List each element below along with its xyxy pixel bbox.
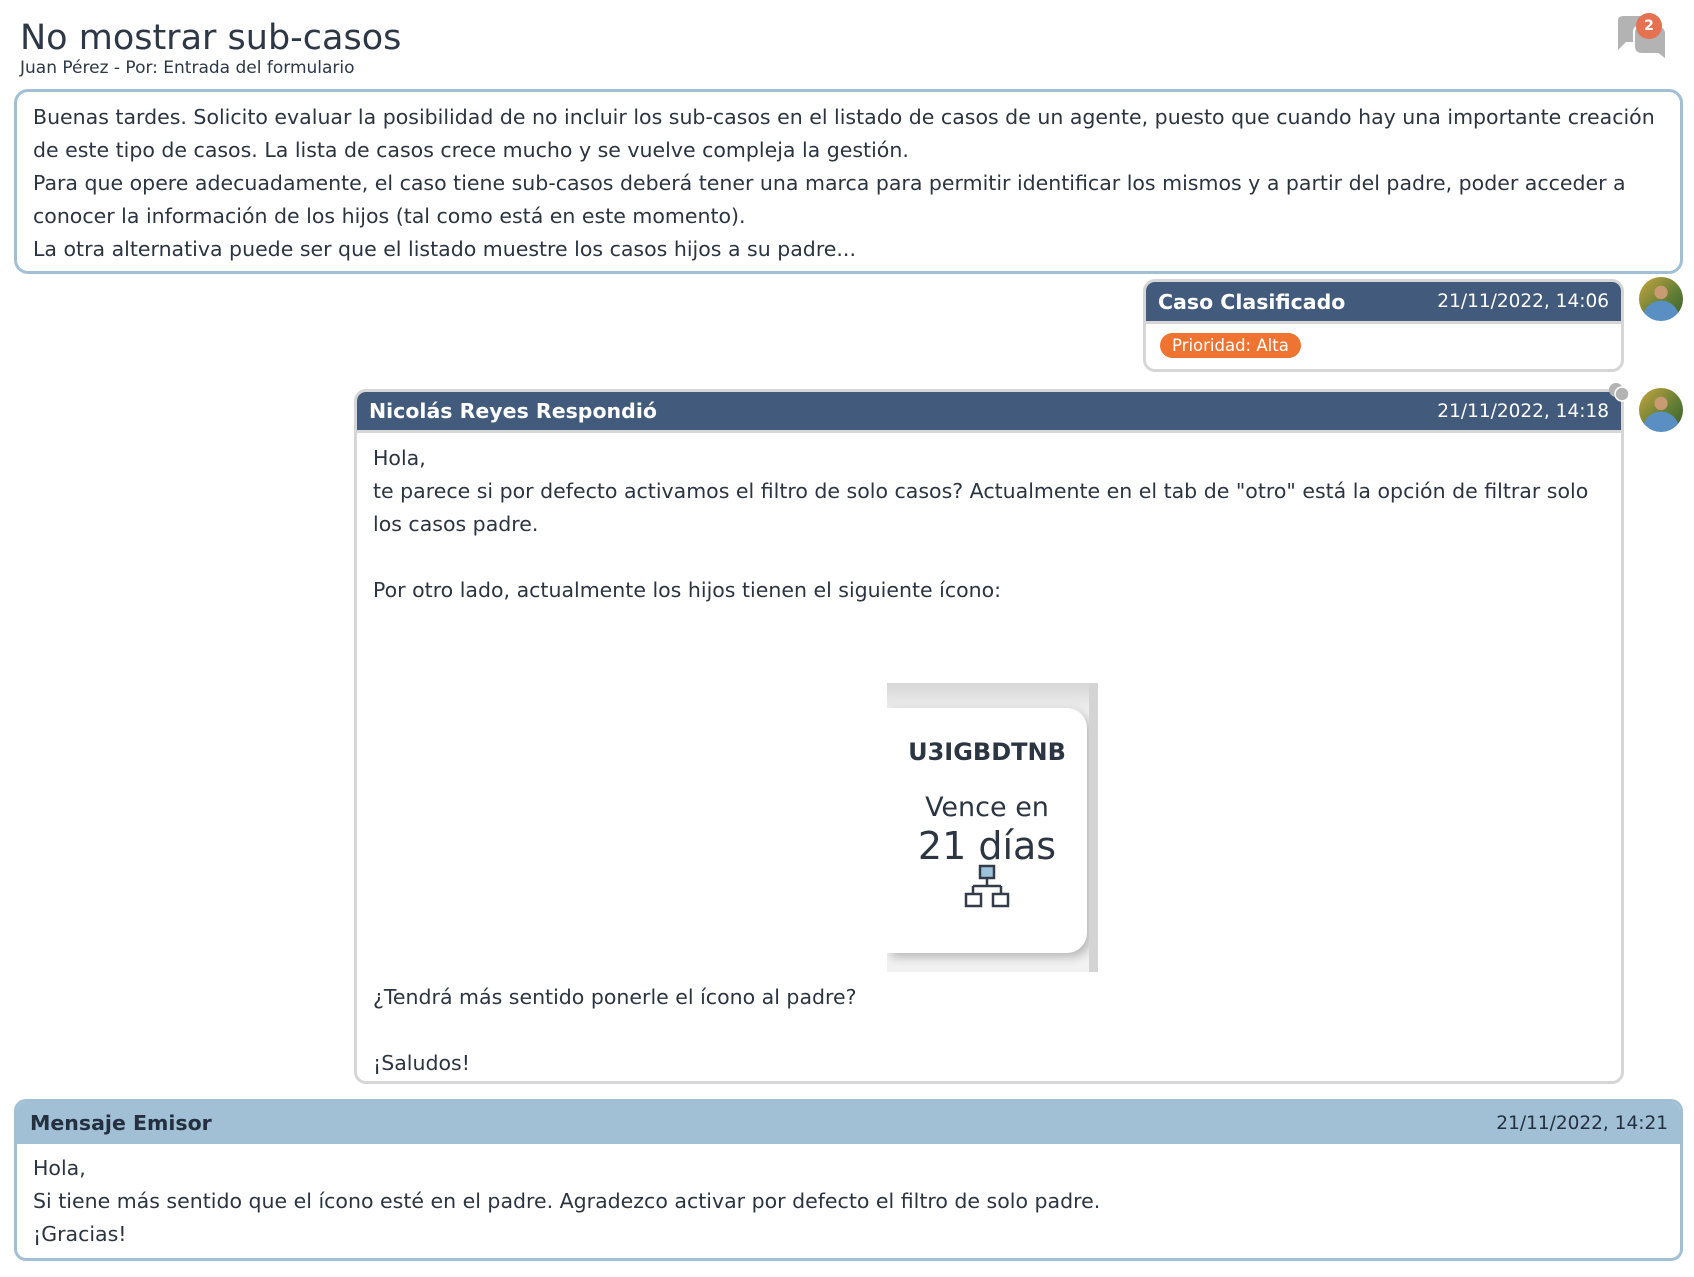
description-paragraph: Para que opere adecuadamente, el caso ti… (33, 171, 1626, 228)
sender-line: Hola, (33, 1156, 86, 1180)
due-label: Vence en (925, 792, 1049, 823)
sender-line: ¡Gracias! (33, 1222, 127, 1246)
avatar (1639, 277, 1683, 321)
description-paragraph: La otra alternativa puede ser que el lis… (33, 237, 856, 261)
sender-title: Mensaje Emisor (30, 1111, 212, 1135)
sender-line: Si tiene más sentido que el ícono esté e… (33, 1189, 1101, 1213)
comment-icon (1609, 383, 1630, 402)
sender-datetime: 21/11/2022, 14:21 (1496, 1112, 1668, 1134)
case-code: U3IGBDTNB (908, 738, 1066, 766)
event-title: Caso Clasificado (1158, 289, 1346, 314)
event-datetime: 21/11/2022, 14:06 (1437, 291, 1609, 312)
priority-badge: Prioridad: Alta (1160, 333, 1301, 358)
page-title: No mostrar sub-casos (20, 18, 402, 58)
reply-line: Hola, (373, 446, 426, 470)
attached-image[interactable]: U3IGBDTNB Vence en 21 días (887, 683, 1098, 972)
reply-datetime: 21/11/2022, 14:18 (1437, 400, 1609, 422)
reply-card: Nicolás Reyes Respondió 21/11/2022, 14:1… (354, 389, 1624, 1084)
reply-title: Nicolás Reyes Respondió (369, 399, 657, 423)
reply-line: ¡Saludos! (373, 1051, 470, 1075)
sender-message: Mensaje Emisor 21/11/2022, 14:21 Hola, S… (14, 1099, 1683, 1261)
case-subtitle: Juan Pérez - Por: Entrada del formulario (20, 58, 355, 78)
case-description: Buenas tardes. Solicito evaluar la posib… (14, 89, 1683, 274)
reply-line: te parece si por defecto activamos el fi… (373, 479, 1589, 536)
hierarchy-icon (964, 864, 1010, 908)
avatar (1639, 388, 1683, 432)
notification-badge: 2 (1636, 13, 1662, 39)
reply-line: ¿Tendrá más sentido ponerle el ícono al … (373, 985, 857, 1009)
description-paragraph: Buenas tardes. Solicito evaluar la posib… (33, 105, 1655, 162)
reply-line: Por otro lado, actualmente los hijos tie… (373, 578, 1002, 602)
classified-event-card: Caso Clasificado 21/11/2022, 14:06 Prior… (1143, 279, 1624, 372)
due-value: 21 días (917, 824, 1057, 868)
